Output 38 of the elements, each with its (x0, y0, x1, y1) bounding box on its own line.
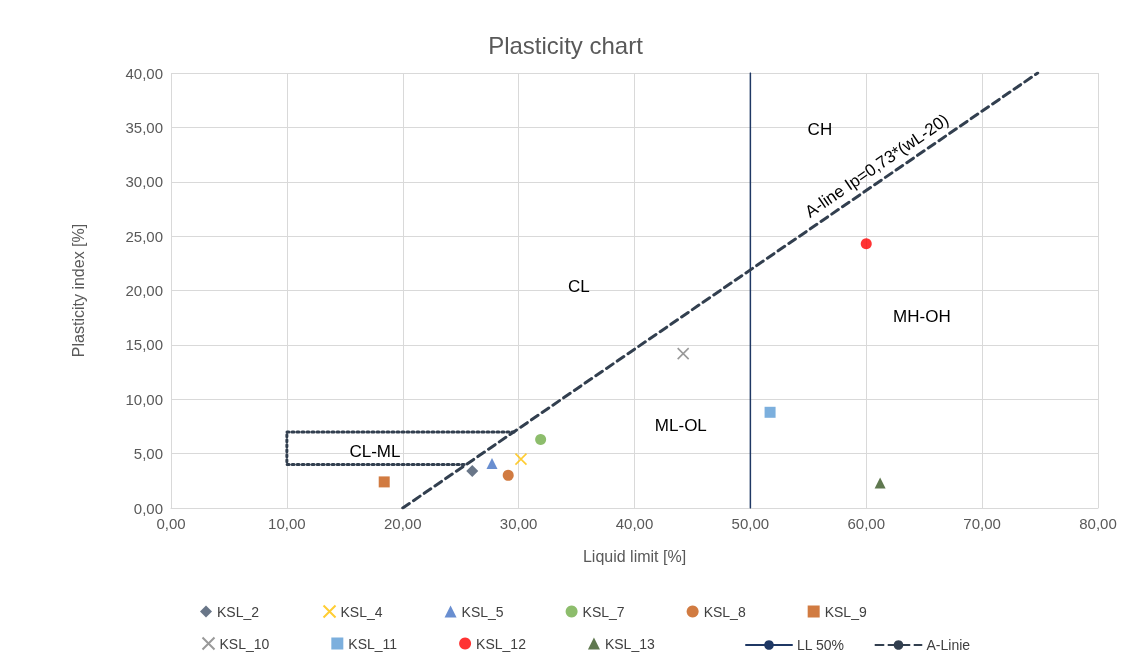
y-tick-label: 30,00 (125, 173, 163, 191)
y-tick-label: 40,00 (125, 64, 163, 82)
annotation: MH-OH (893, 307, 951, 327)
legend-label: KSL_9 (824, 603, 867, 620)
legend-label: KSL_13 (604, 635, 655, 652)
x-tick-label: 30,00 (499, 515, 538, 532)
legend-label: A-Linie (926, 637, 971, 653)
y-tick-label: 35,00 (125, 118, 163, 136)
legend-label: LL 50% (797, 637, 844, 653)
chart-title: Plasticity chart (488, 31, 644, 59)
legend-label: KSL_11 (348, 635, 398, 652)
x-tick-label: 40,00 (615, 515, 654, 532)
legend-label: KSL_12 (476, 635, 527, 652)
annotation: CH (807, 120, 833, 140)
annotation: CL-ML (349, 441, 401, 461)
legend-label: KSL_5 (461, 603, 504, 620)
x-axis-title: Liquid limit [%] (582, 547, 687, 565)
y-tick-label: 0,00 (133, 499, 163, 517)
annotation: CL (568, 276, 590, 296)
x-tick-label: 50,00 (731, 515, 770, 532)
y-tick-label: 15,00 (125, 336, 163, 354)
y-tick-label: 10,00 (125, 390, 163, 408)
x-tick-label: 0,00 (156, 515, 186, 532)
legend-label: KSL_10 (219, 635, 270, 652)
y-tick-label: 20,00 (125, 282, 163, 299)
y-axis-title: Plasticity index [%] (69, 223, 87, 358)
legend-label: KSL_8 (703, 603, 746, 620)
legend-label: KSL_4 (340, 603, 383, 620)
x-tick-label: 70,00 (963, 515, 1001, 532)
annotation: ML-OL (654, 415, 707, 435)
x-tick-label: 60,00 (847, 515, 886, 532)
legend-label: KSL_2 (217, 603, 260, 620)
x-tick-label: 10,00 (268, 515, 306, 532)
y-tick-label: 5,00 (133, 445, 163, 463)
x-tick-label: 20,00 (383, 515, 422, 532)
y-tick-label: 25,00 (125, 227, 163, 245)
x-tick-label: 80,00 (1079, 515, 1117, 532)
legend-label: KSL_7 (582, 603, 625, 620)
